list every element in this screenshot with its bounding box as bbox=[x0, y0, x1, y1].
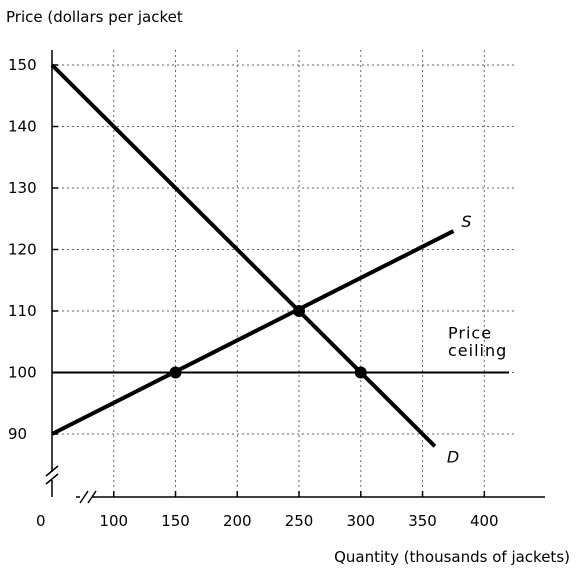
y-tick-label: 100 bbox=[8, 364, 37, 382]
y-tick-label: 90 bbox=[8, 425, 27, 443]
x-tick-label: 150 bbox=[161, 512, 190, 530]
supply-curve bbox=[51, 229, 455, 436]
series-lines bbox=[50, 63, 509, 448]
y-tick-label: 130 bbox=[8, 179, 37, 197]
intersection-point bbox=[354, 366, 367, 379]
x-axis-title: Quantity (thousands of jackets) bbox=[334, 548, 570, 566]
price-ceiling-label-line1: Price bbox=[448, 324, 492, 343]
x-tick-label: 250 bbox=[285, 512, 314, 530]
y-axis-break bbox=[45, 460, 59, 497]
price-ceiling-label-line2: ceiling bbox=[448, 341, 507, 360]
x-tick-label: 100 bbox=[99, 512, 128, 530]
demand-curve-label: D bbox=[447, 447, 459, 466]
axis-break-marks bbox=[45, 460, 97, 504]
x-tick-label: 200 bbox=[223, 512, 252, 530]
x-axis-break bbox=[76, 490, 97, 504]
y-axis-title: Price (dollars per jacket bbox=[6, 8, 183, 26]
y-tick-label: 120 bbox=[8, 241, 37, 259]
y-tick-label: 140 bbox=[8, 118, 37, 136]
intersection-point bbox=[169, 366, 182, 379]
grid-lines bbox=[52, 50, 515, 490]
intersection-point bbox=[293, 305, 306, 317]
supply-curve-label: S bbox=[461, 212, 471, 231]
x-tick-label: 300 bbox=[346, 512, 375, 530]
x-tick-label: 400 bbox=[470, 512, 499, 530]
y-tick-label: 150 bbox=[8, 56, 37, 74]
origin-label: 0 bbox=[36, 512, 46, 530]
demand-curve bbox=[50, 63, 437, 448]
intersection-points bbox=[169, 305, 367, 379]
y-tick-labels: 90 100 110 120 130 140 150 bbox=[8, 56, 58, 443]
x-tick-label: 350 bbox=[408, 512, 437, 530]
y-tick-label: 110 bbox=[8, 302, 37, 320]
axes bbox=[45, 50, 545, 504]
x-tick-labels: 100 150 200 250 300 350 400 bbox=[99, 491, 499, 530]
